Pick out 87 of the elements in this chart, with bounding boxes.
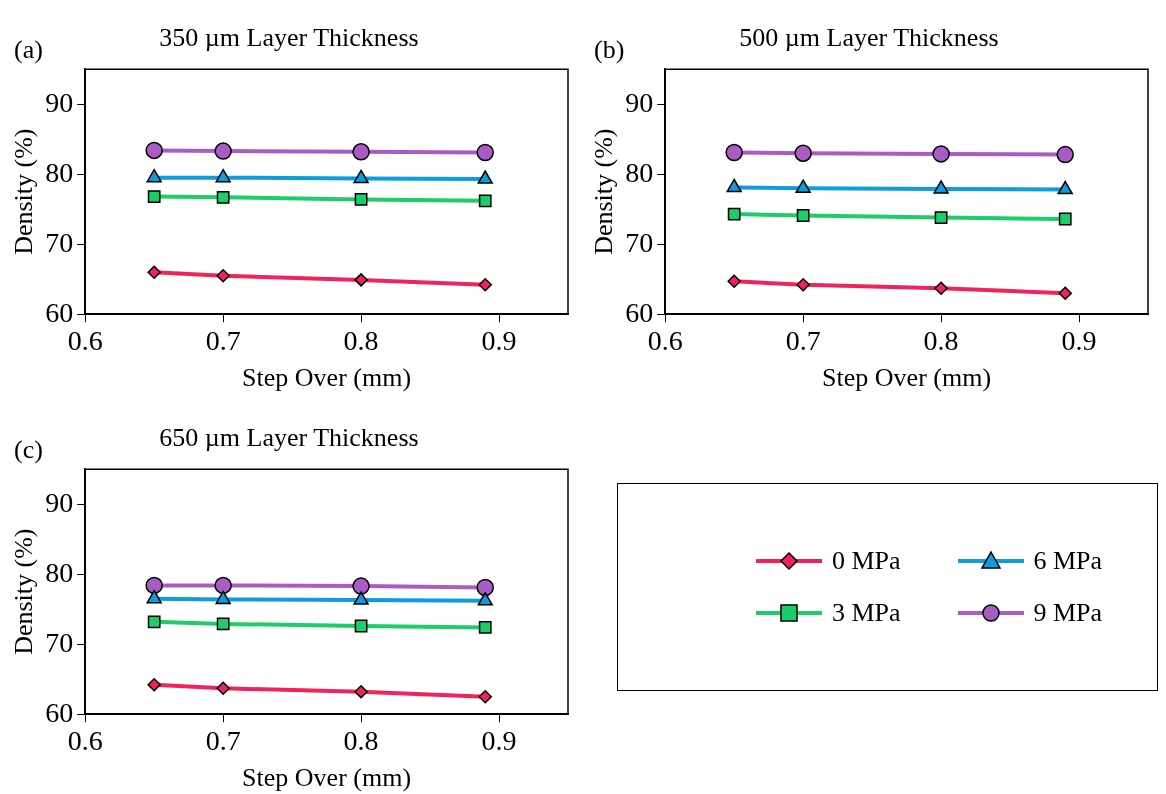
point [478, 689, 492, 704]
x-axis-title: Step Over (mm) [242, 763, 412, 793]
point [353, 169, 369, 184]
point [145, 141, 163, 160]
x-tick-label: 0.7 [205, 725, 241, 757]
point [354, 273, 368, 287]
y-axis-title: Density (%) [9, 528, 39, 655]
point [478, 620, 492, 634]
legend-label: 9 MPa [1033, 598, 1103, 628]
point [725, 143, 743, 162]
x-tick-label: 0.8 [343, 725, 379, 757]
point [727, 207, 741, 221]
text: (a) [14, 34, 43, 64]
x-tick-label: 0.7 [205, 325, 241, 357]
point [796, 278, 810, 292]
point [354, 192, 368, 206]
y-tick-label: 60 [625, 296, 654, 328]
legend-label: 6 MPa [1033, 546, 1103, 576]
legend-label: 3 MPa [832, 598, 901, 628]
y-axis-title: Density (%) [9, 128, 39, 255]
point [352, 577, 370, 595]
point [352, 143, 370, 161]
x-tick-label: 0.9 [1061, 325, 1097, 357]
chart-title: 350 µm Layer Thickness [159, 23, 419, 53]
point [478, 278, 492, 292]
y-tick-label: 90 [45, 86, 74, 118]
chart-title: 500 µm Layer Thickness [739, 23, 999, 53]
y-axis-title: Density (%) [589, 128, 619, 255]
point [216, 190, 230, 204]
point [933, 180, 949, 194]
y-tick-label: 70 [45, 626, 74, 658]
x-tick-label: 0.9 [481, 325, 517, 357]
point [1058, 286, 1072, 300]
point [476, 578, 494, 597]
point [476, 143, 494, 162]
point [146, 589, 162, 604]
point [147, 678, 161, 692]
point [216, 617, 230, 631]
x-axis-title: Step Over (mm) [822, 363, 992, 393]
point [146, 168, 162, 183]
x-tick-label: 0.8 [343, 325, 379, 357]
point [477, 592, 493, 606]
y-tick-label: 60 [45, 296, 74, 328]
point [477, 170, 493, 184]
point [726, 178, 742, 193]
point [934, 211, 948, 225]
x-tick-label: 0.9 [481, 725, 517, 757]
point [145, 576, 163, 595]
x-axis-title: Step Over (mm) [242, 363, 412, 393]
x-tick-label: 0.6 [647, 325, 683, 357]
point [214, 142, 232, 160]
point [353, 591, 369, 605]
point [354, 685, 368, 699]
y-tick-label: 70 [45, 226, 74, 258]
point [1057, 180, 1073, 195]
point [934, 281, 948, 296]
point [216, 268, 230, 283]
y-tick-label: 90 [625, 86, 654, 118]
x-tick-label: 0.6 [67, 325, 103, 357]
point [795, 179, 811, 193]
point [214, 576, 232, 595]
y-tick-label: 60 [45, 696, 74, 728]
y-tick-label: 70 [625, 226, 654, 258]
y-tick-label: 80 [625, 156, 654, 188]
text: (b) [594, 34, 625, 64]
point [147, 615, 161, 629]
y-tick-label: 80 [45, 556, 74, 588]
point [794, 144, 812, 162]
point [932, 145, 950, 163]
legend-label: 0 MPa [832, 546, 901, 576]
point [215, 168, 231, 183]
text: (c) [14, 434, 43, 464]
point [727, 274, 741, 289]
point [1058, 212, 1072, 226]
chart-title: 650 µm Layer Thickness [159, 423, 419, 453]
x-tick-label: 0.6 [67, 725, 103, 757]
point [478, 194, 492, 208]
y-tick-label: 80 [45, 156, 74, 188]
point [215, 590, 231, 605]
x-tick-label: 0.7 [785, 325, 821, 357]
x-tick-label: 0.8 [923, 325, 959, 357]
point [147, 265, 161, 279]
point [796, 209, 810, 222]
point [147, 190, 161, 204]
point [1056, 145, 1074, 164]
y-tick-label: 90 [45, 486, 74, 518]
point [216, 681, 230, 696]
